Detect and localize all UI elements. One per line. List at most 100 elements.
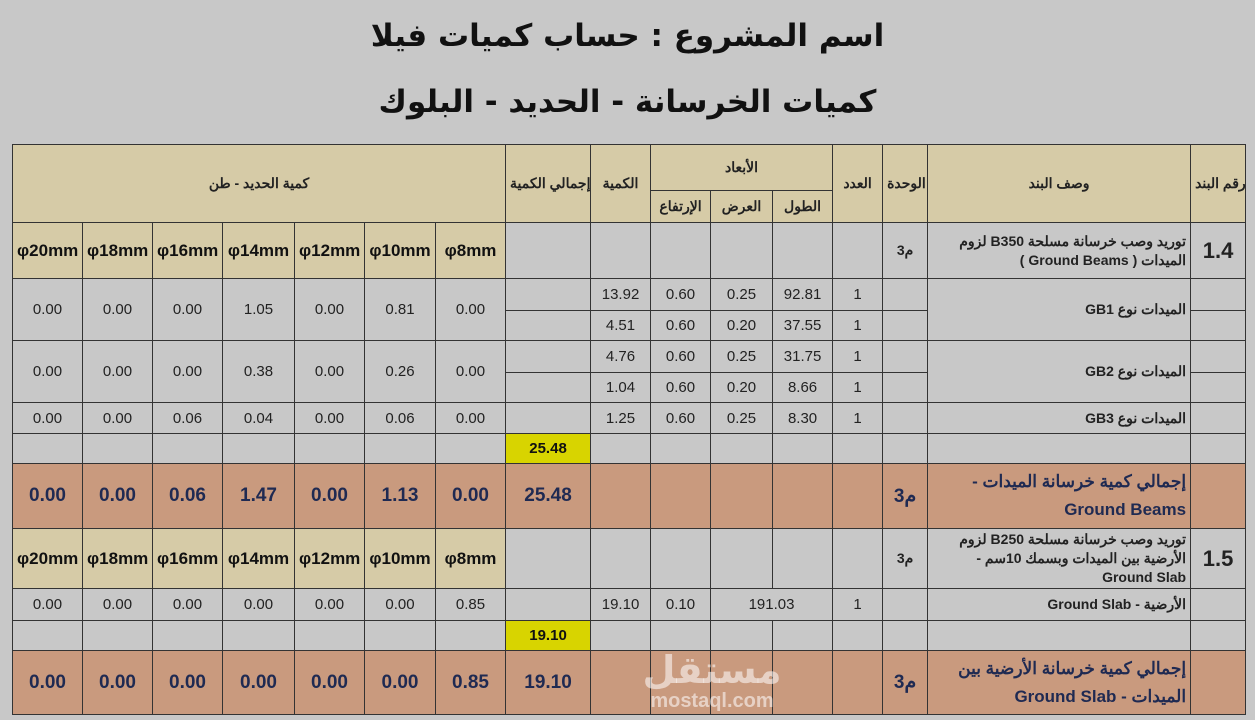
length: 8.30 — [772, 402, 834, 434]
count: 1 — [832, 588, 884, 621]
empty-cell — [650, 620, 712, 651]
count: 1 — [832, 402, 884, 434]
empty-cell — [832, 222, 884, 279]
steel-size-label: φ16mm — [152, 222, 223, 279]
steel-qty: 0.00 — [364, 588, 436, 621]
steel-qty: 0.06 — [152, 402, 223, 434]
element-name: الميدات نوع GB2 — [927, 340, 1192, 403]
total-unit: م3 — [882, 650, 929, 715]
empty-cell — [650, 650, 712, 715]
total-steel-qty: 0.00 — [434, 463, 507, 529]
empty-cell — [364, 620, 436, 651]
width: 0.20 — [710, 310, 774, 341]
table-row: 0.00 0.00 0.00 0.38 0.00 0.26 0.00 4.76 0.60 0.25… — [12, 340, 1247, 403]
steel-qty: 0.00 — [12, 402, 83, 434]
empty-cell — [364, 433, 436, 464]
empty-cell — [927, 620, 1192, 651]
empty-cell — [222, 620, 295, 651]
width: 0.20 — [710, 372, 774, 403]
steel-size-label: φ8mm — [434, 222, 507, 279]
empty-cell — [832, 528, 884, 589]
empty-cell — [12, 433, 83, 464]
table-row: 0.00 0.00 0.00 1.05 0.00 0.81 0.00 13.92 0.60 0.2… — [12, 278, 1247, 341]
steel-qty: 0.85 — [434, 588, 507, 621]
header-count: العدد — [832, 144, 884, 223]
subtotal-row: 25.48 — [12, 433, 1247, 464]
steel-qty: 0.00 — [12, 340, 83, 403]
unit-cell — [882, 310, 929, 341]
steel-qty: 0.00 — [222, 588, 295, 621]
steel-qty: 0.81 — [364, 278, 436, 341]
item-number: 1.4 — [1190, 222, 1247, 279]
empty-cell — [772, 222, 834, 279]
steel-qty: 0.00 — [294, 340, 365, 403]
empty-cell — [882, 620, 929, 651]
steel-qty: 0.00 — [12, 588, 83, 621]
length: 8.66 — [772, 372, 834, 403]
empty-cell — [772, 463, 834, 529]
project-title: اسم المشروع : حساب كميات فيلا — [370, 18, 885, 54]
empty-cell — [882, 433, 929, 464]
total-qty-cell — [505, 588, 592, 621]
empty-cell — [927, 433, 1192, 464]
steel-size-label: φ20mm — [12, 528, 83, 589]
subtotal-row: 19.10 — [12, 620, 1247, 651]
qty: 4.51 — [590, 310, 652, 341]
length: 37.55 — [772, 310, 834, 341]
item-cell — [1190, 278, 1247, 311]
header-height: الإرتفاع — [650, 190, 712, 223]
total-steel-qty: 0.00 — [82, 650, 153, 715]
count: 1 — [832, 340, 884, 373]
empty-cell — [710, 650, 774, 715]
empty-cell — [710, 620, 774, 651]
header-qty: الكمية — [590, 144, 652, 223]
header-length: الطول — [772, 190, 834, 223]
total-qty-cell — [505, 340, 592, 373]
empty-cell — [772, 650, 834, 715]
count: 1 — [832, 310, 884, 341]
empty-cell — [294, 620, 365, 651]
steel-qty: 0.00 — [294, 402, 365, 434]
qty: 4.76 — [590, 340, 652, 373]
total-steel-qty: 0.00 — [294, 463, 365, 529]
steel-qty: 0.04 — [222, 402, 295, 434]
page-subtitle: كميات الخرسانة - الحديد - البلوك — [378, 84, 877, 120]
subtotal-qty: 25.48 — [505, 433, 592, 464]
unit-cell — [882, 278, 929, 311]
steel-qty: 0.00 — [294, 588, 365, 621]
header-steel-qty: كمية الحديد - طن — [11, 144, 507, 223]
empty-cell — [505, 222, 592, 279]
empty-cell — [832, 650, 884, 715]
steel-qty: 0.00 — [82, 278, 153, 341]
empty-cell — [434, 620, 507, 651]
total-row: 0.00 0.00 0.00 0.00 0.00 0.00 0.85 19.10 م3 إجمال… — [12, 650, 1247, 715]
steel-qty: 1.05 — [222, 278, 295, 341]
steel-size-label: φ18mm — [82, 222, 153, 279]
height: 0.10 — [650, 588, 712, 621]
empty-cell — [772, 620, 834, 651]
steel-size-label: φ20mm — [12, 222, 83, 279]
steel-qty: 0.00 — [82, 402, 153, 434]
total-steel-qty: 0.00 — [294, 650, 365, 715]
item-cell — [1190, 310, 1247, 341]
element-name: الأرضية - Ground Slab — [927, 588, 1192, 621]
qty: 1.25 — [590, 402, 652, 434]
header-dimensions: الأبعاد — [650, 144, 834, 191]
header-width: العرض — [710, 190, 774, 223]
empty-cell — [710, 463, 774, 529]
quantities-table: كمية الحديد - طن إجمالي الكمية الكمية ال… — [11, 144, 1247, 715]
total-steel-qty: 0.00 — [12, 463, 83, 529]
steel-size-label: φ16mm — [152, 528, 223, 589]
empty-cell — [1190, 650, 1247, 715]
height: 0.60 — [650, 402, 712, 434]
height: 0.60 — [650, 310, 712, 341]
section-unit: م3 — [882, 222, 929, 279]
empty-cell — [1190, 463, 1247, 529]
empty-cell — [832, 463, 884, 529]
total-steel-qty: 0.85 — [434, 650, 507, 715]
width: 0.25 — [710, 278, 774, 311]
table-row: 4.51 0.60 0.20 37.55 1 — [13, 310, 1247, 341]
table-row: 0.00 0.00 0.06 0.04 0.00 0.06 0.00 1.25 0.60 0.25… — [12, 402, 1247, 434]
empty-cell — [590, 620, 652, 651]
total-steel-qty: 0.06 — [152, 463, 223, 529]
